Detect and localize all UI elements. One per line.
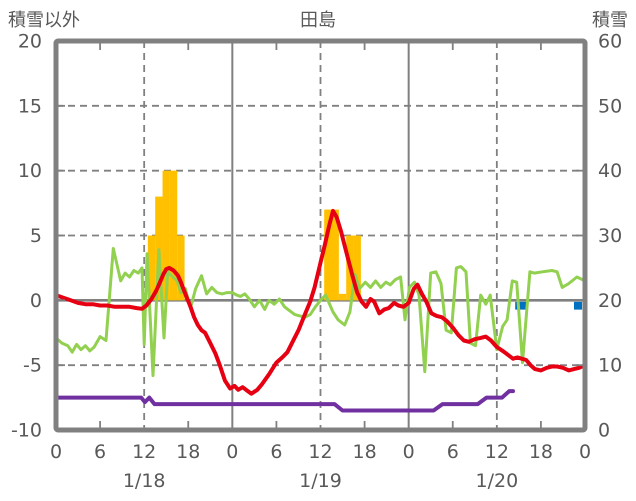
right-axis-tick-label: 30 <box>598 225 622 247</box>
x-hour-label: 0 <box>579 441 591 463</box>
blue-marks-mark <box>515 301 528 310</box>
left-axis-tick-label: 15 <box>18 95 42 117</box>
x-hour-label: 12 <box>308 441 332 463</box>
right-axis-tick-label: 20 <box>598 290 622 312</box>
x-hour-label: 0 <box>403 441 415 463</box>
x-date-label: 1/20 <box>475 470 518 492</box>
right-axis-tick-label: 0 <box>598 420 610 442</box>
right-axis-tick-label: 40 <box>598 160 622 182</box>
precipitation-bars-bar <box>169 170 178 301</box>
right-axis-tick-label: 50 <box>598 95 622 117</box>
precipitation-bars-bar <box>162 170 170 301</box>
x-date-label: 1/19 <box>299 470 342 492</box>
left-axis-tick-label: -5 <box>23 355 42 377</box>
right-axis-title: 積雪 <box>592 10 628 31</box>
plot-border <box>53 38 588 433</box>
x-hour-label: 0 <box>50 441 62 463</box>
x-hour-label: 6 <box>447 441 459 463</box>
left-axis-tick-label: 10 <box>18 160 42 182</box>
x-hour-label: 6 <box>270 441 282 463</box>
precipitation-bars-bar <box>353 235 361 301</box>
red-temperature-line <box>55 208 586 396</box>
left-axis-title: 積雪以外 <box>8 10 80 31</box>
left-axis-tick-label: -10 <box>11 420 42 442</box>
left-axis-tick-label: 5 <box>30 225 42 247</box>
precipitation-bars-bar <box>324 209 332 301</box>
precipitation-bars-bar <box>338 293 347 301</box>
x-hour-label: 18 <box>352 441 376 463</box>
left-axis-tick-label: 20 <box>18 31 42 53</box>
station-title: 田島 <box>300 10 336 31</box>
x-hour-label: 18 <box>529 441 553 463</box>
precipitation-bars-bar <box>331 209 339 301</box>
x-hour-label: 6 <box>94 441 106 463</box>
precipitation-bars-bar <box>147 235 156 301</box>
x-hour-label: 12 <box>132 441 156 463</box>
left-axis-tick-label: 0 <box>30 290 42 312</box>
x-hour-label: 0 <box>226 441 238 463</box>
right-axis-tick-label: 60 <box>598 31 622 53</box>
x-date-label: 1/18 <box>123 470 166 492</box>
blue-marks-mark <box>573 301 583 310</box>
purple-snow-depth-line <box>55 389 515 413</box>
precipitation-bars-bar <box>177 235 185 301</box>
right-axis-tick-label: 10 <box>598 355 622 377</box>
x-hour-label: 12 <box>485 441 509 463</box>
x-hour-label: 18 <box>176 441 200 463</box>
